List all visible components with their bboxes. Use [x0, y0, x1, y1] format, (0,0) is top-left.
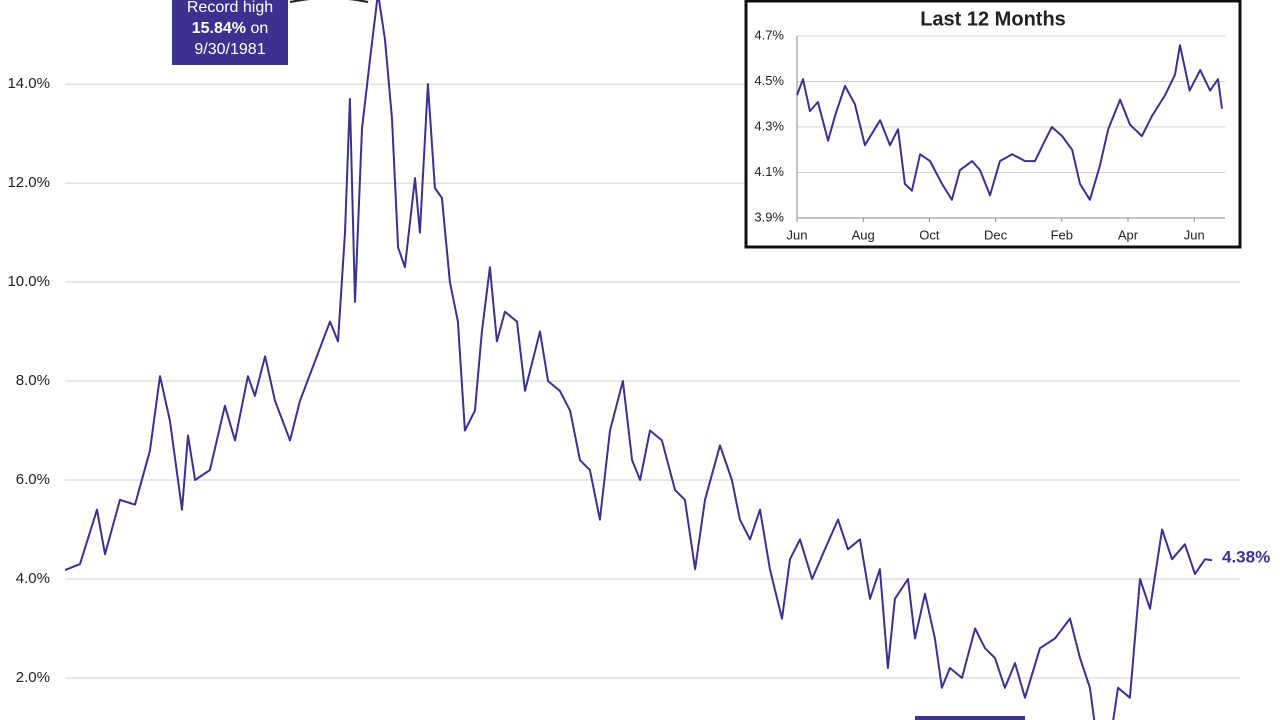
annotation-box	[172, 0, 288, 65]
x-tick-label: Aug	[852, 227, 875, 242]
y-tick-label: 4.7%	[754, 27, 784, 42]
inset-grid: 3.9% 4.1% 4.3% 4.5% 4.7% Jun Aug Oct Dec Feb Apr Ju…	[754, 27, 1225, 242]
y-tick-label: 10.0%	[7, 273, 50, 290]
x-tick-label: Jun	[787, 227, 808, 242]
annotation-date: 9/30/1981	[194, 41, 265, 58]
y-tick-label: 4.0%	[16, 570, 50, 587]
data-line	[796, 44, 1223, 201]
main-grid: 2.0% 4.0% 6.0% 8.0% 10.0% 12.0% 14.0%	[7, 75, 1240, 686]
annotation-text: 15.84% on	[192, 20, 269, 37]
y-tick-label: 12.0%	[7, 174, 50, 191]
inset-frame	[744, 0, 1242, 249]
y-tick-label: 8.0%	[16, 372, 50, 389]
y-tick-label: 6.0%	[16, 471, 50, 488]
x-tick-label: Oct	[919, 227, 940, 242]
x-tick-label: Feb	[1051, 227, 1073, 242]
y-tick-label: 3.9%	[754, 209, 784, 224]
end-label: 4.38%	[1222, 547, 1270, 566]
annotation-text: Record high	[187, 0, 273, 16]
data-line	[65, 0, 1213, 720]
x-tick-label: Dec	[984, 227, 1008, 242]
annotation-arrow	[289, 0, 369, 3]
annotation-text: on	[250, 20, 268, 37]
inset-title: Last 12 Months	[920, 8, 1066, 30]
y-tick-label: 4.1%	[754, 164, 784, 179]
x-tick-label: Jun	[1184, 227, 1205, 242]
x-tick-label: Apr	[1118, 227, 1139, 242]
y-tick-label: 14.0%	[7, 75, 50, 92]
annotation-box	[915, 716, 1025, 720]
inset-plot	[796, 44, 1223, 201]
y-tick-label: 4.3%	[754, 118, 784, 133]
annotation-value: 15.84%	[192, 20, 246, 37]
y-tick-label: 2.0%	[16, 669, 50, 686]
y-tick-label: 4.5%	[754, 73, 784, 88]
main-plot	[65, 0, 1213, 720]
